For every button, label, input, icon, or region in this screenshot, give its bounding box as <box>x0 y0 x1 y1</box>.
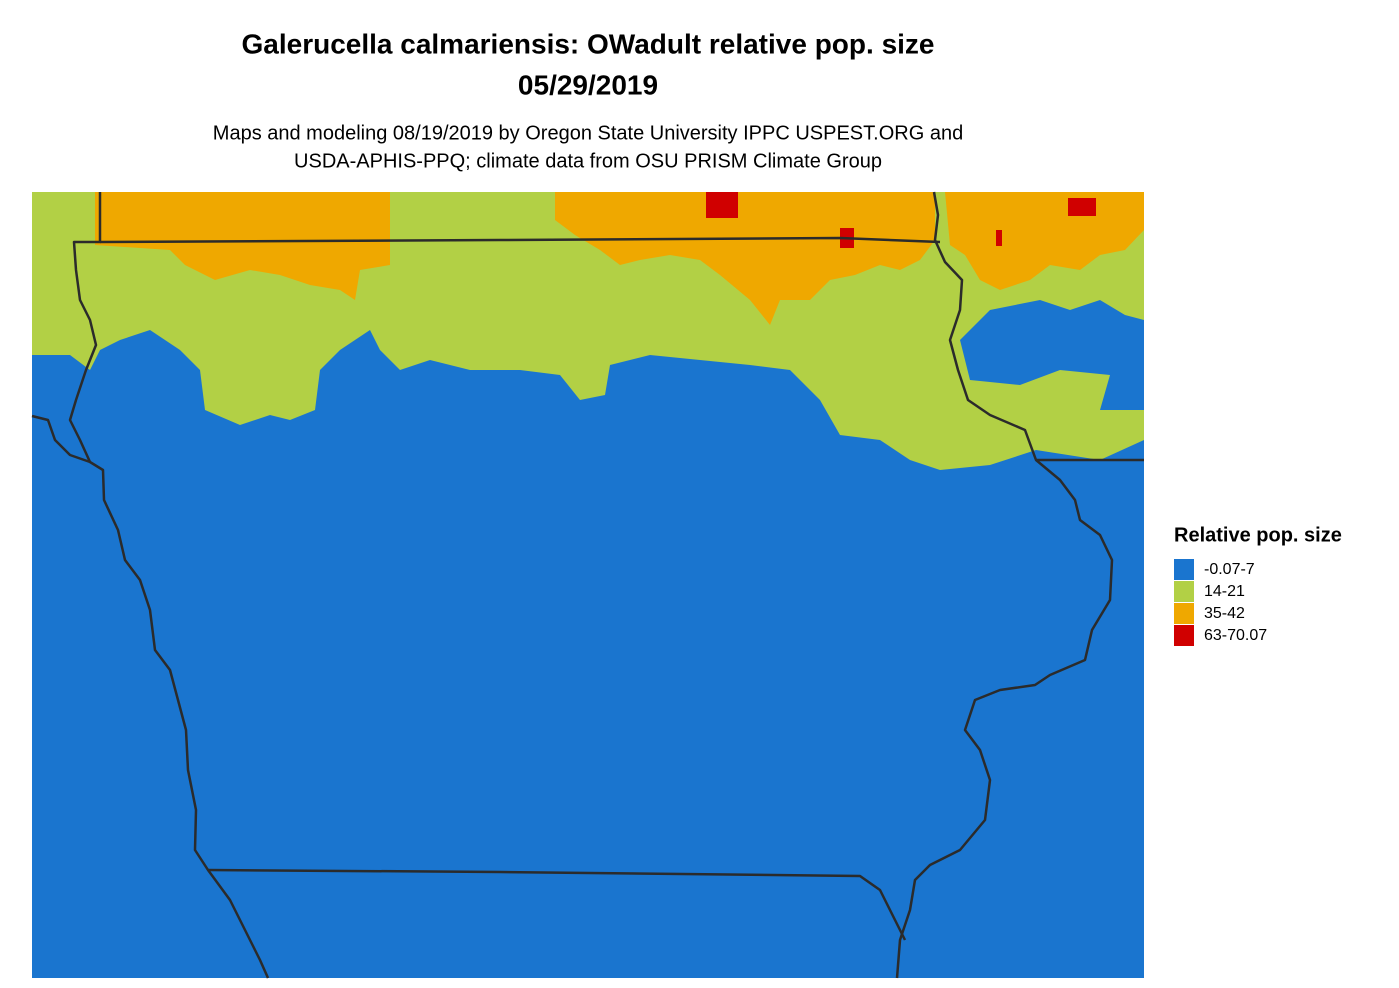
legend-label: 14-21 <box>1204 583 1245 600</box>
legend-swatch <box>1174 581 1194 602</box>
state-border <box>31 414 91 464</box>
legend-swatch <box>1174 603 1194 624</box>
class-region <box>945 192 1144 290</box>
legend-swatch <box>1174 625 1194 646</box>
state-border <box>68 192 270 979</box>
class-region <box>1068 198 1096 216</box>
class-region <box>960 300 1144 385</box>
legend-label: 63-70.07 <box>1204 627 1267 644</box>
map-subtitle: Maps and modeling 08/19/2019 by Oregon S… <box>213 122 963 144</box>
class-region <box>706 192 738 218</box>
class-region <box>996 230 1002 246</box>
class-region <box>555 192 935 325</box>
state-border <box>207 868 907 941</box>
state-borders <box>31 191 1144 979</box>
legend: -0.07-7 14-21 35-42 63-70.07 <box>1174 559 1267 646</box>
legend-label: 35-42 <box>1204 605 1245 622</box>
legend-swatch <box>1174 559 1194 580</box>
class-region <box>95 192 390 300</box>
map-date: 05/29/2019 <box>518 69 658 100</box>
state-border <box>895 191 1114 979</box>
legend-label: -0.07-7 <box>1204 561 1255 578</box>
map-regions <box>32 192 1144 978</box>
legend-title: Relative pop. size <box>1174 524 1342 546</box>
map-title: Galerucella calmariensis: OWadult relati… <box>242 28 935 59</box>
map-subtitle: USDA-APHIS-PPQ; climate data from OSU PR… <box>294 150 882 172</box>
state-border <box>99 236 941 244</box>
